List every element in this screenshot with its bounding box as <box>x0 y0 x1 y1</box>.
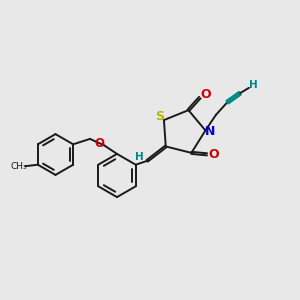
Text: H: H <box>249 80 258 90</box>
Text: CH₃: CH₃ <box>10 162 27 171</box>
Text: N: N <box>206 125 216 138</box>
Text: S: S <box>155 110 164 123</box>
Text: H: H <box>135 152 144 162</box>
Text: O: O <box>94 137 104 150</box>
Text: O: O <box>200 88 211 101</box>
Text: O: O <box>208 148 219 160</box>
